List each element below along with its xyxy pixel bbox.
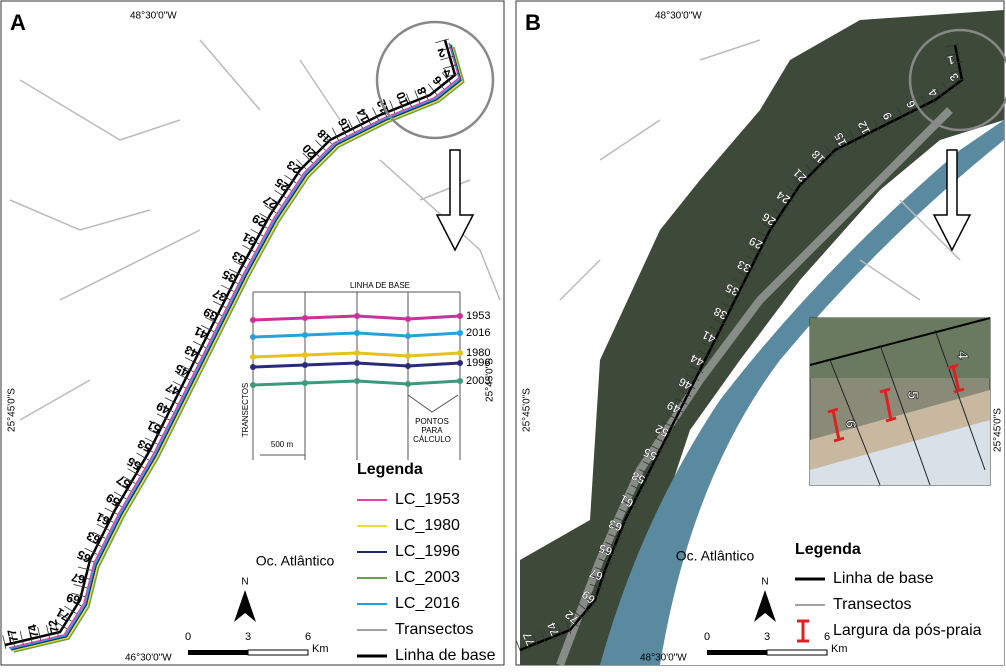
inset-point <box>457 313 463 319</box>
coord-left: 25°45'0"S <box>522 388 533 432</box>
scale-label: 6 <box>305 631 311 643</box>
ocean-label: Oc. Atlântico <box>676 548 755 564</box>
inset-points: PARA <box>421 426 443 435</box>
coord-top: 48°30'0"W <box>130 11 177 22</box>
scale-bar <box>188 650 248 655</box>
inset-point <box>250 364 256 370</box>
inset-label: 5 <box>904 391 921 399</box>
inset-point <box>354 350 360 356</box>
inset-point <box>354 360 360 366</box>
ocean-label: Oc. Atlântico <box>256 553 335 569</box>
photo-town <box>810 318 990 378</box>
inset-point <box>302 332 308 338</box>
legend-label: LC_1980 <box>395 517 460 534</box>
scale-label: 6 <box>824 631 830 643</box>
inset-year: 1953 <box>466 310 490 322</box>
inset-points: CÁLCULO <box>413 435 451 444</box>
inset-coord: 25°45'0"S <box>993 408 1004 452</box>
inset-point <box>354 313 360 319</box>
scale-label: 0 <box>704 631 710 643</box>
coord-bottom: 48°30'0"W <box>640 653 687 664</box>
inset-points: PONTOS <box>415 417 449 426</box>
inset-point <box>405 381 411 387</box>
figure: LINHA DE BASE19532016198019962003TRANSEC… <box>0 0 1006 667</box>
north-label: N <box>761 577 768 588</box>
page: LINHA DE BASE19532016198019962003TRANSEC… <box>0 0 1006 672</box>
inset-point <box>405 363 411 369</box>
legend-label: Transectos <box>395 621 474 638</box>
north-label: N <box>241 577 248 588</box>
inset-top: LINHA DE BASE <box>350 281 410 290</box>
panel-letter: B <box>525 10 541 35</box>
legend-label: LC_1953 <box>395 491 460 508</box>
inset-point <box>405 353 411 359</box>
coord-top: 48°30'0"W <box>655 11 702 22</box>
legend-label: Linha de base <box>395 647 496 664</box>
inset-coord: 25°45'0"S <box>485 358 496 402</box>
scale-label: 3 <box>245 631 251 643</box>
inset-chart: LINHA DE BASE19532016198019962003TRANSEC… <box>241 281 496 460</box>
inset-scale: 500 m <box>271 440 294 449</box>
inset-point <box>250 334 256 340</box>
legend-label: LC_1996 <box>395 543 460 560</box>
legend-label: LC_2003 <box>395 569 460 586</box>
inset-point <box>302 352 308 358</box>
scale-label: 3 <box>764 631 770 643</box>
inset-left: TRANSECTOS <box>241 383 250 438</box>
inset-point <box>457 378 463 384</box>
inset-point <box>405 316 411 322</box>
scale-bar <box>767 650 827 655</box>
inset-point <box>302 362 308 368</box>
inset-point <box>405 333 411 339</box>
legend-label: Linha de base <box>833 570 934 587</box>
scale-bar <box>707 650 767 655</box>
inset-point <box>457 350 463 356</box>
inset-label: 6 <box>842 420 859 428</box>
scale-bar <box>248 650 308 655</box>
inset-point <box>354 330 360 336</box>
legend-title: Legenda <box>795 541 861 558</box>
inset-point <box>250 317 256 323</box>
scale-label: 0 <box>185 631 191 643</box>
legend-title: Legenda <box>357 461 423 478</box>
coord-bottom: 46°30'0"W <box>125 653 172 664</box>
inset-point <box>302 380 308 386</box>
inset-point <box>250 382 256 388</box>
inset-point <box>457 360 463 366</box>
legend-label: Transectos <box>833 596 912 613</box>
legend-label: LC_2016 <box>395 595 460 612</box>
inset-point <box>354 378 360 384</box>
scale-unit: Km <box>312 643 329 655</box>
panel-letter: A <box>10 10 26 35</box>
inset-photo <box>810 318 990 485</box>
inset-year: 2016 <box>466 327 490 339</box>
inset-point <box>457 330 463 336</box>
coord-left: 25°45'0"S <box>7 388 18 432</box>
inset-point <box>302 315 308 321</box>
legend-label: Largura da pós-praia <box>833 622 982 639</box>
inset-label: 4 <box>954 351 971 360</box>
inset-point <box>250 354 256 360</box>
scale-unit: Km <box>831 643 848 655</box>
